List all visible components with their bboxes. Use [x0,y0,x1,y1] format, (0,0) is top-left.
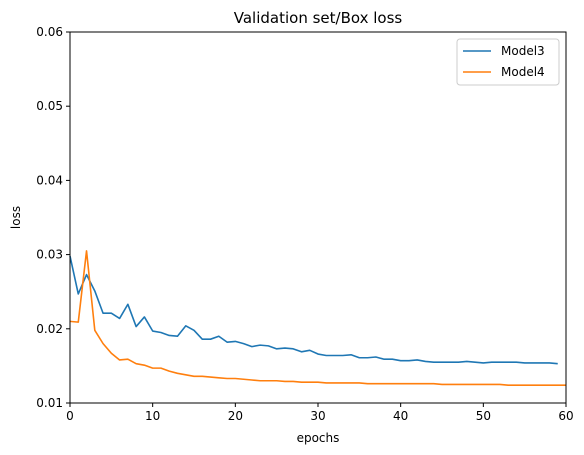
y-tick-label: 0.01 [36,396,63,410]
y-tick-label: 0.02 [36,322,63,336]
legend-label-model3: Model3 [501,44,545,58]
series-line-model3 [69,255,558,365]
y-tick-label: 0.04 [36,173,63,187]
x-tick-label: 20 [228,409,243,423]
x-tick-label: 10 [145,409,160,423]
x-tick-label: 30 [310,409,325,423]
x-axis-label: epochs [297,431,340,445]
series-layer [69,250,566,386]
y-tick-label: 0.03 [36,248,63,262]
plot-frame [69,31,567,404]
y-axis: 0.01 0.02 0.03 0.04 0.05 0.06 [36,25,70,410]
x-tick-label: 0 [66,409,74,423]
series-line-model4 [69,250,566,386]
y-axis-label: loss [9,206,23,229]
x-axis: 0 10 20 30 40 50 60 [66,403,574,423]
x-tick-label: 40 [393,409,408,423]
x-tick-label: 60 [558,409,573,423]
legend-label-model4: Model4 [501,65,545,79]
x-tick-label: 50 [476,409,491,423]
y-tick-label: 0.05 [36,99,63,113]
legend: Model3 Model4 [456,38,560,86]
y-tick-label: 0.06 [36,25,63,39]
chart-title: Validation set/Box loss [234,9,403,27]
